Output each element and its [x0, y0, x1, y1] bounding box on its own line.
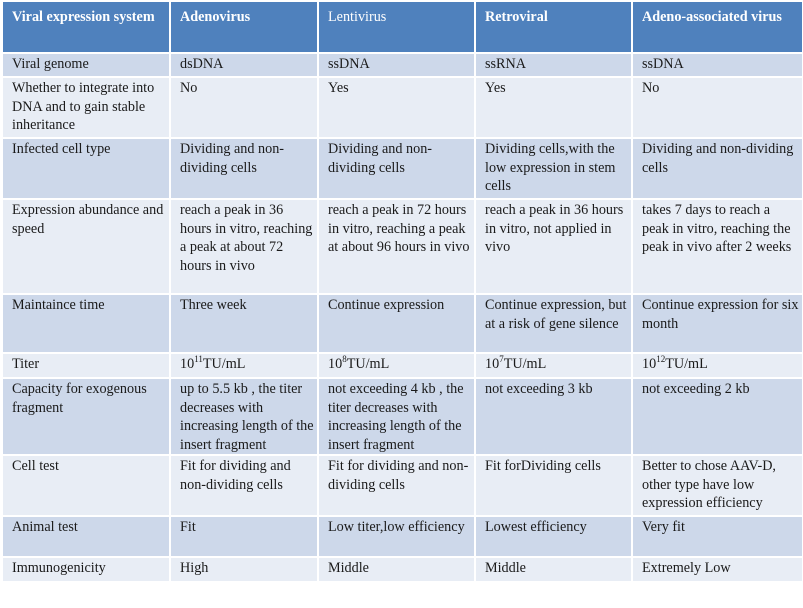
cell-adenovirus: dsDNA: [169, 52, 319, 78]
cell-retroviral: Continue expression, but at a risk of ge…: [474, 293, 633, 354]
header-adeno-associated-virus: Adeno-associated virus: [631, 0, 803, 54]
header-row: Viral expression system Adenovirus Lenti…: [1, 0, 803, 54]
header-retroviral: Retroviral: [474, 0, 633, 54]
viral-expression-comparison-table: Viral expression system Adenovirus Lenti…: [1, 0, 803, 583]
titer-unit: TU/mL: [202, 356, 246, 372]
cell-aav: not exceeding 2 kb: [631, 377, 803, 456]
cell-retroviral: 107TU/mL: [474, 352, 633, 379]
cell-adenovirus: Fit: [169, 515, 319, 558]
cell-adenovirus: Three week: [169, 293, 319, 354]
table-row: Immunogenicity High Middle Middle Extrem…: [1, 556, 803, 583]
cell-adenovirus: Fit for dividing and non-dividing cells: [169, 454, 319, 517]
cell-aav: Extremely Low: [631, 556, 803, 583]
table-row: Titer 1011TU/mL 108TU/mL 107TU/mL 1012TU…: [1, 352, 803, 379]
cell-lentivirus: Fit for dividing and non-dividing cells: [317, 454, 476, 517]
row-label: Viral genome: [1, 52, 171, 78]
titer-unit: TU/mL: [503, 356, 547, 372]
titer-base: 10: [485, 356, 500, 372]
cell-retroviral: Yes: [474, 76, 633, 139]
cell-retroviral: not exceeding 3 kb: [474, 377, 633, 456]
table-row: Animal test Fit Low titer,low efficiency…: [1, 515, 803, 558]
cell-retroviral: reach a peak in 36 hours in vitro, not a…: [474, 198, 633, 295]
titer-exponent: 8: [342, 354, 347, 364]
cell-lentivirus: Yes: [317, 76, 476, 139]
row-label: Immunogenicity: [1, 556, 171, 583]
table-row: Infected cell type Dividing and non-divi…: [1, 137, 803, 200]
cell-retroviral: Middle: [474, 556, 633, 583]
row-label: Capacity for exogenous fragment: [1, 377, 171, 456]
titer-unit: TU/mL: [665, 356, 708, 372]
titer-exponent: 7: [499, 354, 504, 364]
cell-aav: Dividing and non-dividing cells: [631, 137, 803, 200]
titer-base: 10: [180, 356, 195, 372]
cell-adenovirus: Dividing and non-dividing cells: [169, 137, 319, 200]
cell-lentivirus: Continue expression: [317, 293, 476, 354]
cell-adenovirus: up to 5.5 kb , the titer decreases with …: [169, 377, 319, 456]
cell-aav: Very fit: [631, 515, 803, 558]
header-adenovirus: Adenovirus: [169, 0, 319, 54]
cell-retroviral: Dividing cells,with the low expression i…: [474, 137, 633, 200]
cell-aav: 1012TU/mL: [631, 352, 803, 379]
row-label: Titer: [1, 352, 171, 379]
cell-aav: ssDNA: [631, 52, 803, 78]
cell-lentivirus: ssDNA: [317, 52, 476, 78]
cell-lentivirus: Middle: [317, 556, 476, 583]
row-label: Whether to integrate into DNA and to gai…: [1, 76, 171, 139]
cell-adenovirus: 1011TU/mL: [169, 352, 319, 379]
titer-base: 10: [642, 356, 657, 372]
table-row: Cell test Fit for dividing and non-divid…: [1, 454, 803, 517]
cell-adenovirus: reach a peak in 36 hours in vitro, reach…: [169, 198, 319, 295]
titer-exponent: 11: [194, 354, 203, 364]
header-viral-expression-system: Viral expression system: [1, 0, 171, 54]
titer-base: 10: [328, 356, 343, 372]
row-label: Infected cell type: [1, 137, 171, 200]
cell-lentivirus: not exceeding 4 kb , the titer decreases…: [317, 377, 476, 456]
cell-retroviral: Fit forDividing cells: [474, 454, 633, 517]
cell-aav: No: [631, 76, 803, 139]
table-row: Capacity for exogenous fragment up to 5.…: [1, 377, 803, 456]
header-lentivirus: Lentivirus: [317, 0, 476, 54]
titer-exponent: 12: [656, 354, 666, 364]
table-row: Viral genome dsDNA ssDNA ssRNA ssDNA: [1, 52, 803, 78]
cell-lentivirus: 108TU/mL: [317, 352, 476, 379]
cell-retroviral: Lowest efficiency: [474, 515, 633, 558]
row-label: Maintaince time: [1, 293, 171, 354]
row-label: Expression abundance and speed: [1, 198, 171, 295]
table-row: Maintaince time Three week Continue expr…: [1, 293, 803, 354]
table-row: Expression abundance and speed reach a p…: [1, 198, 803, 295]
table-row: Whether to integrate into DNA and to gai…: [1, 76, 803, 139]
cell-adenovirus: No: [169, 76, 319, 139]
cell-retroviral: ssRNA: [474, 52, 633, 78]
row-label: Animal test: [1, 515, 171, 558]
cell-adenovirus: High: [169, 556, 319, 583]
cell-aav: Continue expression for six month: [631, 293, 803, 354]
row-label: Cell test: [1, 454, 171, 517]
titer-unit: TU/mL: [346, 356, 390, 372]
cell-aav: takes 7 days to reach a peak in vitro, r…: [631, 198, 803, 295]
cell-lentivirus: reach a peak in 72 hours in vitro, reach…: [317, 198, 476, 295]
cell-lentivirus: Dividing and non-dividing cells: [317, 137, 476, 200]
cell-lentivirus: Low titer,low efficiency: [317, 515, 476, 558]
cell-aav: Better to chose AAV-D, other type have l…: [631, 454, 803, 517]
